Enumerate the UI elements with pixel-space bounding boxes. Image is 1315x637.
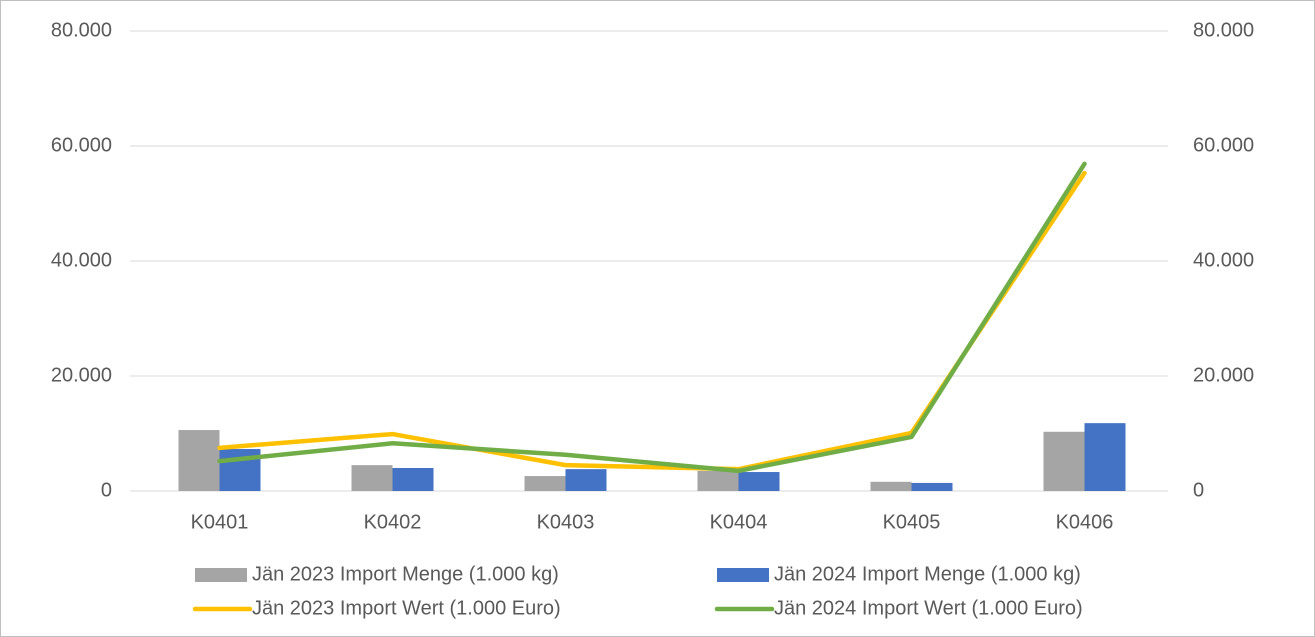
y2-tick-label: 40.000 [1193, 249, 1254, 271]
y-tick-label: 20.000 [51, 364, 112, 386]
x-tick-label: K0405 [883, 511, 941, 533]
bar [178, 430, 220, 491]
x-tick-label: K0402 [364, 511, 422, 533]
legend-label: Jän 2024 Import Wert (1.000 Euro) [774, 597, 1083, 619]
legend-swatch [195, 568, 247, 582]
y2-tick-label: 0 [1193, 479, 1204, 501]
bar [351, 465, 393, 491]
bar [392, 468, 434, 491]
y2-tick-label: 60.000 [1193, 134, 1254, 156]
x-tick-label: K0404 [710, 511, 768, 533]
y-tick-label: 0 [101, 479, 112, 501]
bar [738, 472, 780, 491]
x-tick-label: K0401 [191, 511, 249, 533]
y2-tick-label: 20.000 [1193, 364, 1254, 386]
legend-label: Jän 2024 Import Menge (1.000 kg) [774, 563, 1081, 585]
line [217, 161, 1087, 474]
y2-tick-label: 80.000 [1193, 19, 1254, 41]
bar [1084, 423, 1126, 491]
y-tick-label: 40.000 [51, 249, 112, 271]
legend-swatch [717, 568, 769, 582]
y-tick-label: 80.000 [51, 19, 112, 41]
legend-label: Jän 2023 Import Wert (1.000 Euro) [252, 597, 561, 619]
bar [565, 469, 607, 491]
bar [697, 470, 739, 491]
legend-label: Jän 2023 Import Menge (1.000 kg) [252, 563, 559, 585]
bar [870, 481, 912, 491]
y-tick-label: 60.000 [51, 134, 112, 156]
bar [524, 476, 566, 491]
bar [1043, 431, 1085, 491]
x-tick-label: K0403 [537, 511, 595, 533]
x-tick-label: K0406 [1056, 511, 1114, 533]
bar [911, 482, 953, 491]
